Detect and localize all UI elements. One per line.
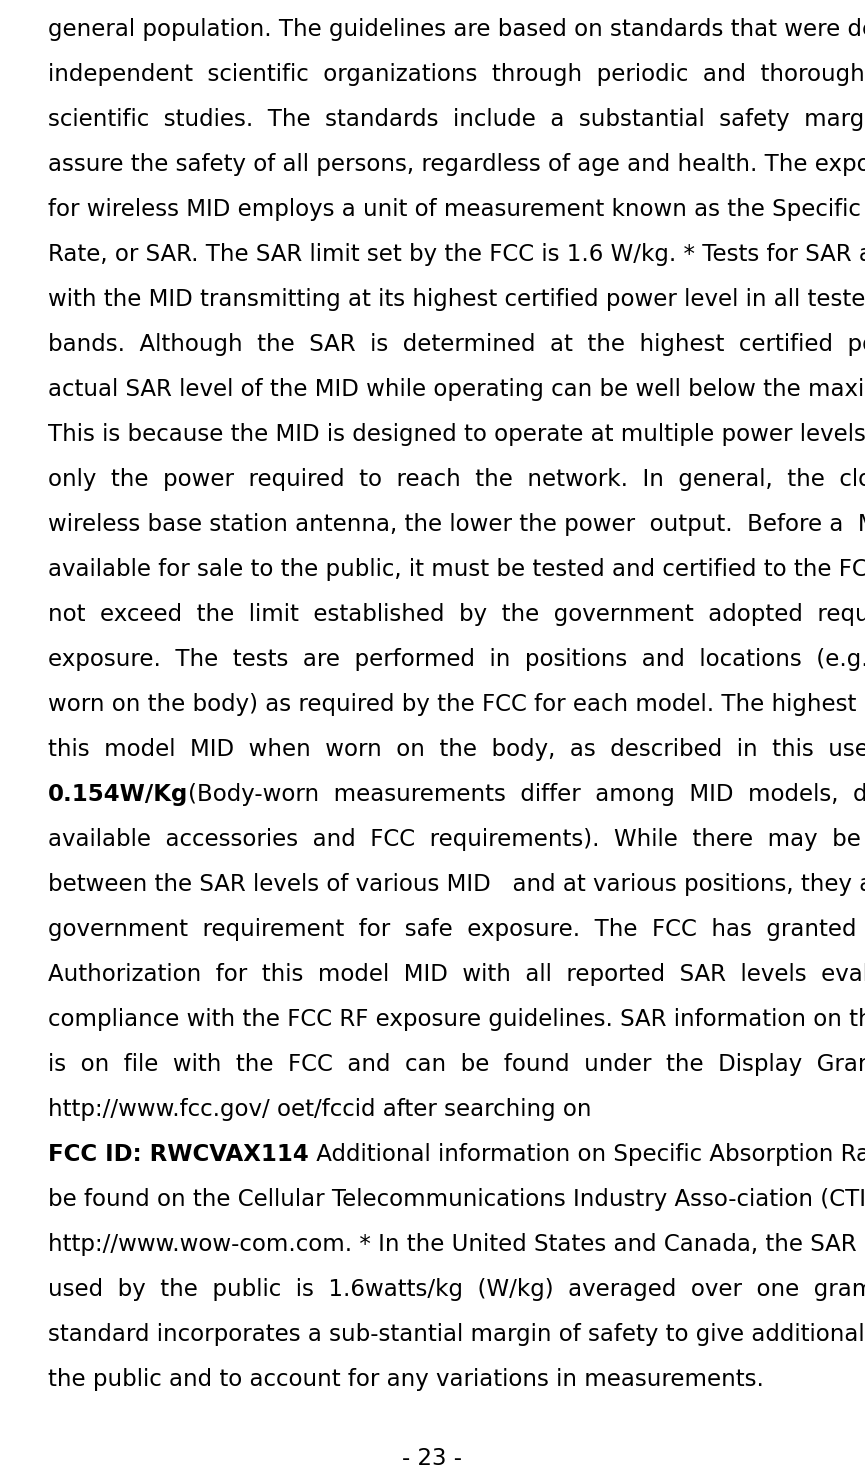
Text: between the SAR levels of various MID   and at various positions, they all meet : between the SAR levels of various MID an…: [48, 873, 865, 897]
Text: independent  scientific  organizations  through  periodic  and  thorough  evalua: independent scientific organizations thr…: [48, 64, 865, 86]
Text: wireless base station antenna, the lower the power  output.  Before a  MID model: wireless base station antenna, the lower…: [48, 513, 865, 536]
Text: Rate, or SAR. The SAR limit set by the FCC is 1.6 W/kg. * Tests for SAR are cond: Rate, or SAR. The SAR limit set by the F…: [48, 244, 865, 266]
Text: for wireless MID employs a unit of measurement known as the Specific Absorption: for wireless MID employs a unit of measu…: [48, 198, 865, 222]
Text: Additional information on Specific Absorption Rates (SAR) can: Additional information on Specific Absor…: [309, 1143, 865, 1165]
Text: (Body-worn  measurements  differ  among  MID  models,  depending  upon: (Body-worn measurements differ among MID…: [189, 783, 865, 806]
Text: FCC ID: RWCVAX114: FCC ID: RWCVAX114: [48, 1143, 309, 1165]
Text: - 23 -: - 23 -: [402, 1447, 463, 1470]
Text: actual SAR level of the MID while operating can be well below the maximum value.: actual SAR level of the MID while operat…: [48, 378, 865, 400]
Text: available  accessories  and  FCC  requirements).  While  there  may  be  differe: available accessories and FCC requiremen…: [48, 829, 865, 851]
Text: used  by  the  public  is  1.6watts/kg  (W/kg)  averaged  over  one  gram  of  t: used by the public is 1.6watts/kg (W/kg)…: [48, 1278, 865, 1301]
Text: with the MID transmitting at its highest certified power level in all tested fre: with the MID transmitting at its highest…: [48, 288, 865, 312]
Text: only  the  power  required  to  reach  the  network.  In  general,  the  closer : only the power required to reach the net…: [48, 468, 865, 490]
Text: bands.  Although  the  SAR  is  determined  at  the  highest  certified  power  : bands. Although the SAR is determined at…: [48, 332, 865, 356]
Text: scientific  studies.  The  standards  include  a  substantial  safety  margin  d: scientific studies. The standards includ…: [48, 108, 865, 131]
Text: be found on the Cellular Telecommunications Industry Asso-ciation (CTIA) web-sit: be found on the Cellular Telecommunicati…: [48, 1188, 865, 1211]
Text: 0.154W/Kg: 0.154W/Kg: [48, 783, 189, 806]
Text: general population. The guidelines are based on standards that were developed by: general population. The guidelines are b…: [48, 18, 865, 41]
Text: Authorization  for  this  model  MID  with  all  reported  SAR  levels  evaluate: Authorization for this model MID with al…: [48, 963, 865, 987]
Text: exposure.  The  tests  are  performed  in  positions  and  locations  (e.g.,  at: exposure. The tests are performed in pos…: [48, 648, 865, 671]
Text: standard incorporates a sub-stantial margin of safety to give additional protect: standard incorporates a sub-stantial mar…: [48, 1323, 865, 1346]
Text: is  on  file  with  the  FCC  and  can  be  found  under  the  Display  Grant  s: is on file with the FCC and can be found…: [48, 1053, 865, 1077]
Text: http://www.wow-com.com. * In the United States and Canada, the SAR limit for MID: http://www.wow-com.com. * In the United …: [48, 1233, 865, 1255]
Text: worn on the body) as required by the FCC for each model. The highest SAR value f: worn on the body) as required by the FCC…: [48, 693, 865, 716]
Text: available for sale to the public, it must be tested and certified to the FCC tha: available for sale to the public, it mus…: [48, 558, 865, 580]
Text: government  requirement  for  safe  exposure.  The  FCC  has  granted  an  Equip: government requirement for safe exposure…: [48, 919, 865, 941]
Text: http://www.fcc.gov/ oet/fccid after searching on: http://www.fcc.gov/ oet/fccid after sear…: [48, 1097, 592, 1121]
Text: this  model  MID  when  worn  on  the  body,  as  described  in  this  user  gui: this model MID when worn on the body, as…: [48, 738, 865, 761]
Text: the public and to account for any variations in measurements.: the public and to account for any variat…: [48, 1368, 764, 1391]
Text: compliance with the FCC RF exposure guidelines. SAR information on this model MI: compliance with the FCC RF exposure guid…: [48, 1007, 865, 1031]
Text: not  exceed  the  limit  established  by  the  government  adopted  requirement : not exceed the limit established by the …: [48, 603, 865, 626]
Text: assure the safety of all persons, regardless of age and health. The exposure sta: assure the safety of all persons, regard…: [48, 154, 865, 176]
Text: This is because the MID is designed to operate at multiple power levels so as to: This is because the MID is designed to o…: [48, 422, 865, 446]
